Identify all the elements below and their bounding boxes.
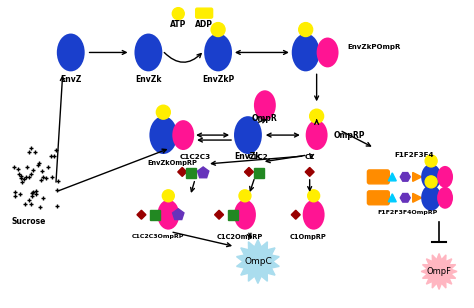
Text: EnvZkOmpRP: EnvZkOmpRP: [147, 160, 197, 166]
Polygon shape: [413, 172, 422, 181]
Circle shape: [211, 22, 225, 37]
Text: EnvZk: EnvZk: [135, 75, 162, 84]
FancyBboxPatch shape: [367, 191, 389, 205]
Text: EnvZkP: EnvZkP: [202, 75, 234, 84]
Ellipse shape: [254, 90, 276, 120]
Polygon shape: [305, 168, 314, 176]
Text: C1OmpRP: C1OmpRP: [289, 234, 326, 240]
Ellipse shape: [421, 164, 441, 190]
Text: C1C2OmpRP: C1C2OmpRP: [217, 234, 263, 240]
Circle shape: [425, 155, 437, 167]
Circle shape: [156, 105, 170, 119]
Text: ADP: ADP: [195, 20, 213, 29]
Circle shape: [172, 8, 184, 20]
Bar: [186, 168, 196, 178]
Polygon shape: [291, 210, 300, 219]
Polygon shape: [215, 210, 224, 219]
Ellipse shape: [306, 120, 328, 150]
Circle shape: [310, 109, 324, 123]
Ellipse shape: [234, 200, 256, 230]
Polygon shape: [178, 168, 187, 176]
Text: EnvZk: EnvZk: [235, 152, 261, 161]
Ellipse shape: [57, 34, 85, 71]
Polygon shape: [237, 240, 279, 283]
Text: ATP: ATP: [170, 20, 186, 29]
Polygon shape: [413, 193, 422, 202]
Ellipse shape: [234, 116, 262, 154]
Circle shape: [299, 22, 313, 37]
Ellipse shape: [135, 34, 162, 71]
Text: C1C2C3OmpRP: C1C2C3OmpRP: [132, 234, 184, 239]
Text: C1C2C3: C1C2C3: [180, 154, 211, 160]
Polygon shape: [137, 210, 146, 219]
Polygon shape: [388, 173, 396, 181]
Circle shape: [425, 176, 437, 188]
Polygon shape: [173, 209, 184, 220]
Ellipse shape: [437, 187, 453, 209]
Ellipse shape: [149, 116, 177, 154]
Ellipse shape: [303, 200, 325, 230]
Text: EnvZkPOmpR: EnvZkPOmpR: [347, 44, 401, 51]
Text: F1F2F3F4OmpRP: F1F2F3F4OmpRP: [377, 210, 438, 215]
Ellipse shape: [157, 200, 179, 230]
Circle shape: [162, 190, 174, 202]
Text: Sucrose: Sucrose: [12, 217, 46, 226]
Text: OmpC: OmpC: [244, 257, 272, 266]
Text: OmpF: OmpF: [427, 267, 452, 276]
Ellipse shape: [421, 185, 441, 211]
Bar: [228, 210, 238, 220]
Text: C1: C1: [304, 154, 315, 160]
Text: EnvZ: EnvZ: [60, 75, 82, 84]
Bar: [150, 210, 160, 220]
Ellipse shape: [437, 166, 453, 188]
Polygon shape: [421, 253, 457, 290]
Polygon shape: [400, 172, 410, 181]
Ellipse shape: [204, 34, 232, 71]
Circle shape: [308, 190, 319, 202]
FancyBboxPatch shape: [196, 8, 213, 18]
Bar: [254, 168, 264, 178]
Text: F1F2F3F4: F1F2F3F4: [394, 152, 434, 158]
Polygon shape: [198, 167, 209, 178]
Polygon shape: [245, 168, 254, 176]
FancyBboxPatch shape: [367, 170, 389, 184]
Circle shape: [239, 190, 251, 202]
Text: OmpRP: OmpRP: [334, 131, 365, 140]
Polygon shape: [388, 194, 396, 202]
Polygon shape: [400, 193, 410, 202]
Text: OmpR: OmpR: [252, 114, 278, 123]
Text: C1C2: C1C2: [247, 154, 268, 160]
Ellipse shape: [172, 120, 194, 150]
Ellipse shape: [317, 38, 338, 67]
Ellipse shape: [292, 34, 319, 71]
